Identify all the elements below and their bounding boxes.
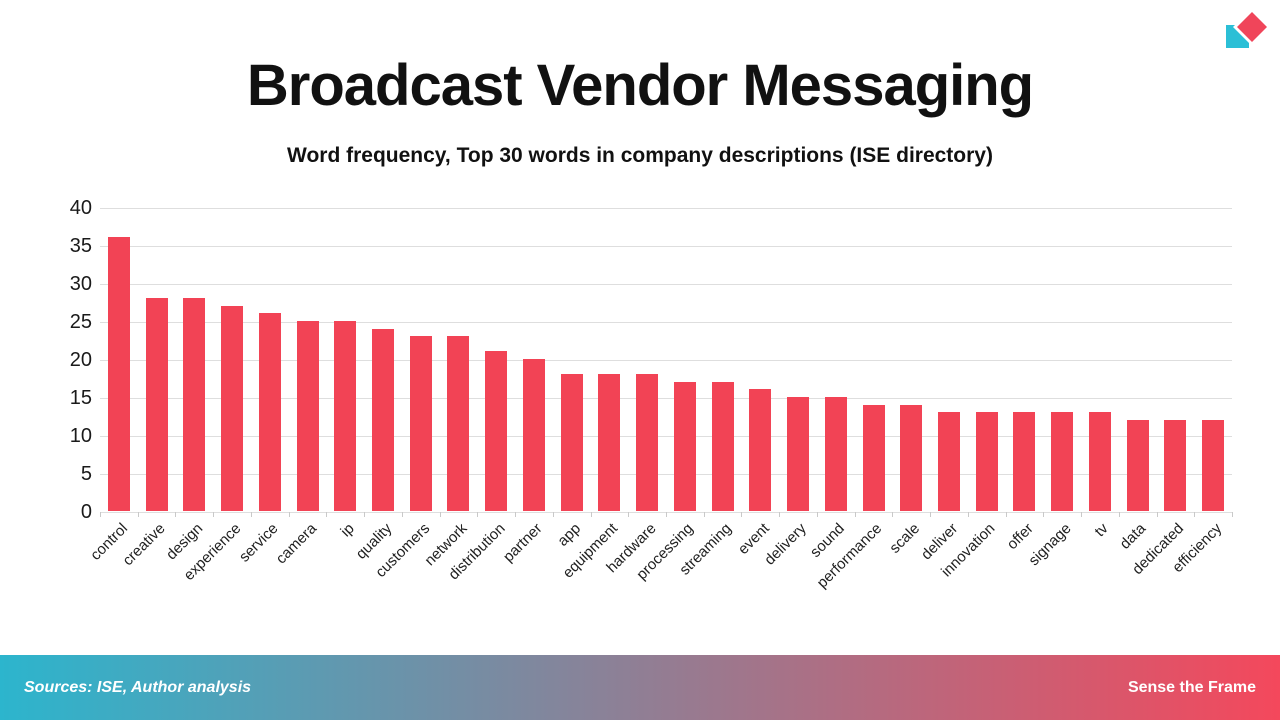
bar-creative	[145, 298, 168, 511]
bar-partner	[522, 359, 545, 511]
x-axis-tick	[439, 512, 441, 517]
bar-service	[258, 313, 281, 511]
x-axis-tick	[930, 512, 932, 517]
x-axis-tick	[854, 512, 856, 517]
x-axis-tick	[1156, 512, 1158, 517]
gridline-35	[100, 246, 1232, 247]
x-axis-tick	[628, 512, 630, 517]
x-axis-tick	[515, 512, 517, 517]
x-axis-tick	[666, 512, 667, 517]
x-axis-tick	[1005, 512, 1007, 517]
x-axis-labels: control creative design experience service ca…	[87, 520, 1232, 630]
page-title: Broadcast Vendor Messaging	[246, 53, 1034, 118]
chart-subtitle: Word frequency, Top 30 words in company …	[287, 144, 993, 167]
gridline-10	[100, 436, 1232, 437]
bar-hardware	[636, 374, 659, 511]
x-axis-tick	[552, 512, 554, 517]
x-axis-tick	[741, 512, 743, 517]
x-axis-tick	[364, 512, 366, 517]
bar-innovation	[975, 412, 998, 511]
x-axis-tick	[967, 512, 969, 517]
x-axis-tick	[137, 512, 139, 517]
x-axis-tick	[401, 512, 403, 517]
bar-signage	[1051, 412, 1074, 511]
bar-dedicated	[1164, 419, 1187, 511]
x-axis-tick	[779, 512, 781, 517]
bar-app	[560, 374, 583, 511]
x-tick-label-ip: ip	[337, 520, 358, 541]
x-axis-tick	[892, 512, 894, 517]
bar-experience	[221, 305, 244, 511]
bar-deliver	[938, 412, 960, 511]
sources-note: Sources: ISE, Author analysis	[24, 678, 252, 696]
logo-red-diamond	[1237, 12, 1267, 42]
bar-performance	[862, 404, 885, 511]
y-tick-label-35: 35	[69, 235, 92, 257]
x-axis-tick	[1118, 512, 1120, 517]
brand-name: Sense the Frame	[1127, 678, 1256, 696]
x-tick-label-service: service	[236, 520, 282, 566]
bar-tv	[1088, 412, 1111, 511]
footer-bar: Sources: ISE, Author analysis Sense the …	[0, 655, 1280, 720]
x-axis-tick	[213, 512, 215, 517]
bar-scale	[900, 404, 923, 511]
x-tick-label-tv: tv	[1091, 520, 1112, 541]
bar-distribution	[485, 351, 508, 511]
bar-equipment	[598, 374, 621, 511]
y-tick-label-10: 10	[69, 425, 92, 447]
x-axis-tick	[1232, 512, 1233, 517]
x-tick-label-data: data	[1117, 520, 1150, 553]
x-tick-label-partner: partner	[500, 520, 546, 566]
y-tick-label-15: 15	[69, 387, 92, 409]
x-axis-tick	[816, 512, 818, 517]
bar-sound	[824, 397, 847, 511]
bar-efficiency	[1202, 419, 1225, 511]
y-tick-label-0: 0	[80, 501, 92, 523]
gridline-20	[100, 360, 1232, 361]
bar-quality	[372, 328, 394, 511]
y-tick-label-30: 30	[69, 273, 92, 295]
gridline-30	[100, 284, 1232, 285]
bar-design	[183, 298, 206, 511]
gridline-15	[100, 398, 1232, 399]
x-axis-tick	[100, 512, 101, 517]
x-tick-label-offer: offer	[1003, 520, 1037, 554]
gridline-5	[100, 474, 1232, 475]
bar-offer	[1013, 412, 1036, 511]
bar-streaming	[711, 381, 734, 511]
bar-data	[1126, 419, 1149, 511]
x-axis-tick	[250, 512, 252, 517]
gridline-40	[100, 208, 1232, 209]
y-axis-labels: 0 5 10 15 20 25 30 35 40	[0, 197, 92, 523]
bar-customers	[409, 336, 432, 511]
x-axis-tick	[326, 512, 328, 517]
bar-network	[447, 336, 470, 511]
gridline-25	[100, 322, 1232, 323]
bar-ip	[334, 321, 357, 511]
x-axis-tick	[1194, 512, 1196, 517]
bar-processing	[673, 381, 696, 511]
x-tick-label-app: app	[553, 520, 584, 550]
bar-camera	[296, 321, 319, 511]
x-axis-tick	[288, 512, 290, 517]
x-axis-tick	[1043, 512, 1045, 517]
y-tick-label-25: 25	[69, 311, 92, 333]
y-tick-label-20: 20	[69, 349, 92, 371]
sense-the-frame-logo-icon	[1226, 8, 1268, 48]
y-tick-label-40: 40	[69, 197, 92, 219]
x-axis-tick	[703, 512, 705, 517]
y-tick-label-5: 5	[80, 463, 92, 485]
x-axis-tick	[477, 512, 479, 517]
bar-event	[749, 389, 772, 511]
x-axis-tick	[590, 512, 592, 517]
x-axis-tick	[1081, 512, 1083, 517]
x-tick-label-camera: camera	[272, 520, 320, 568]
bar-delivery	[787, 397, 810, 511]
plot-area	[100, 208, 1233, 517]
bar-control	[107, 237, 130, 511]
x-axis-tick	[175, 512, 177, 517]
